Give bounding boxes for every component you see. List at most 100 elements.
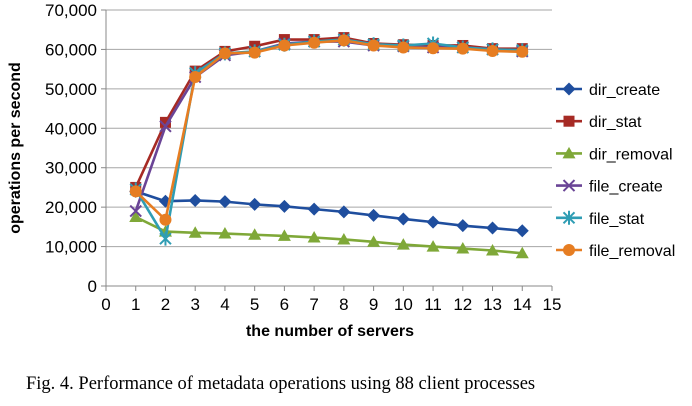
legend-item-file-removal: file_removal <box>556 243 675 260</box>
data-point-file-removal <box>516 45 529 58</box>
data-point-file-removal <box>337 34 350 47</box>
data-point-dir-removal <box>129 210 143 222</box>
legend-item-dir-stat: dir_stat <box>556 114 642 131</box>
data-point-dir-removal <box>218 227 232 239</box>
data-point-file-removal <box>308 36 321 49</box>
legend-marker-dir-removal <box>562 146 576 159</box>
data-point-dir-removal <box>426 240 440 252</box>
data-point-dir-stat <box>159 116 171 128</box>
data-point-file-removal <box>129 185 142 198</box>
legend-marker-dir-stat <box>563 115 575 127</box>
data-point-dir-removal <box>337 232 351 245</box>
x-tick-label: 2 <box>161 295 170 314</box>
series-file-stat <box>129 32 529 246</box>
y-tick-label: 70,000 <box>45 1 97 20</box>
data-point-file-removal <box>218 47 231 60</box>
data-point-file-create <box>159 120 172 133</box>
series-lines <box>129 32 529 259</box>
data-point-dir-removal <box>367 235 381 247</box>
gridlines <box>106 9 552 248</box>
x-tick-label: 8 <box>339 295 348 314</box>
data-point-dir-removal <box>486 244 500 256</box>
data-point-dir-create <box>426 215 440 229</box>
x-tick-labels: 0 1 2 3 4 5 6 7 8 9 10 11 12 13 14 15 <box>101 295 561 314</box>
data-point-dir-create <box>367 208 381 222</box>
data-point-dir-removal <box>396 238 410 250</box>
data-point-file-removal <box>248 46 261 59</box>
data-point-dir-create <box>486 221 500 235</box>
series-file-removal <box>129 34 529 226</box>
x-axis-title: the number of servers <box>246 323 414 340</box>
legend-item-file-create: file_create <box>556 179 663 196</box>
chart: 0 10,000 20,000 30,000 40,000 50,000 60,000 70,… <box>7 1 675 340</box>
data-point-dir-create <box>307 202 321 216</box>
data-point-dir-create <box>456 219 470 233</box>
x-tick-label: 9 <box>369 295 378 314</box>
y-tick-label: 20,000 <box>45 198 97 217</box>
y-tick-label: 40,000 <box>45 119 97 138</box>
x-tick-label: 10 <box>394 295 413 314</box>
legend: dir_create dir_stat dir_removal file_create… <box>556 82 675 260</box>
y-axis-title: operations per second <box>7 62 24 234</box>
y-tick-label: 0 <box>88 277 97 296</box>
y-tick-label: 10,000 <box>45 238 97 257</box>
legend-marker-file-stat <box>562 210 576 225</box>
data-point-dir-create <box>248 197 262 211</box>
legend-item-dir-removal: dir_removal <box>556 146 673 163</box>
data-point-dir-removal <box>248 228 262 240</box>
series-file-create <box>129 35 529 218</box>
data-point-file-removal <box>456 42 469 55</box>
data-point-file-removal <box>189 71 202 84</box>
y-tick-label: 30,000 <box>45 159 97 178</box>
data-point-file-create <box>129 204 142 218</box>
data-point-dir-removal <box>188 226 202 238</box>
x-tick-label: 0 <box>101 295 110 314</box>
data-point-dir-removal <box>277 229 291 241</box>
legend-label: dir_create <box>589 82 660 99</box>
x-tick-label: 3 <box>190 295 199 314</box>
data-point-dir-create <box>277 199 291 213</box>
series-dir-removal <box>129 210 529 259</box>
x-tick-label: 6 <box>280 295 289 314</box>
x-tick-label: 11 <box>424 295 442 314</box>
series-dir-stat <box>130 32 528 193</box>
legend-label: file_stat <box>589 211 645 228</box>
axes <box>101 9 553 291</box>
legend-label: dir_stat <box>589 114 642 131</box>
x-tick-label: 15 <box>543 295 562 314</box>
legend-item-dir-create: dir_create <box>556 82 660 99</box>
series-line-dir-stat <box>134 36 523 188</box>
data-point-file-stat <box>159 231 172 246</box>
legend-marker-dir-create <box>562 82 576 96</box>
figure-caption: Fig. 4. Performance of metadata operatio… <box>26 374 536 394</box>
y-tick-label: 50,000 <box>45 80 97 99</box>
legend-label: dir_removal <box>589 146 673 163</box>
y-tick-label: 60,000 <box>45 40 97 59</box>
x-tick-label: 14 <box>513 295 532 314</box>
x-tick-label: 12 <box>453 295 472 314</box>
x-tick-label: 7 <box>309 295 318 314</box>
data-point-dir-create <box>515 224 529 238</box>
series-line-dir-removal <box>135 215 523 255</box>
legend-item-file-stat: file_stat <box>556 210 645 228</box>
legend-marker-file-removal <box>563 244 575 256</box>
series-dir-create <box>129 184 529 238</box>
data-point-dir-removal <box>307 231 321 243</box>
y-tick-labels: 0 10,000 20,000 30,000 40,000 50,000 60,000 70,… <box>45 1 97 296</box>
data-point-dir-removal <box>515 246 529 259</box>
data-point-file-removal <box>159 213 172 226</box>
data-point-file-removal <box>397 41 410 54</box>
data-point-dir-removal <box>456 242 470 254</box>
x-tick-label: 1 <box>131 295 140 314</box>
data-point-file-removal <box>427 42 440 55</box>
legend-label: file_create <box>589 179 663 196</box>
x-tick-label: 4 <box>220 295 229 314</box>
data-point-file-removal <box>367 39 380 52</box>
x-tick-label: 5 <box>250 295 259 314</box>
data-point-file-removal <box>278 39 291 52</box>
data-point-dir-create <box>218 195 232 209</box>
legend-marker-file-create <box>562 179 576 192</box>
legend-label: file_removal <box>589 243 675 260</box>
data-point-dir-create <box>337 205 351 219</box>
data-point-file-removal <box>486 45 499 58</box>
